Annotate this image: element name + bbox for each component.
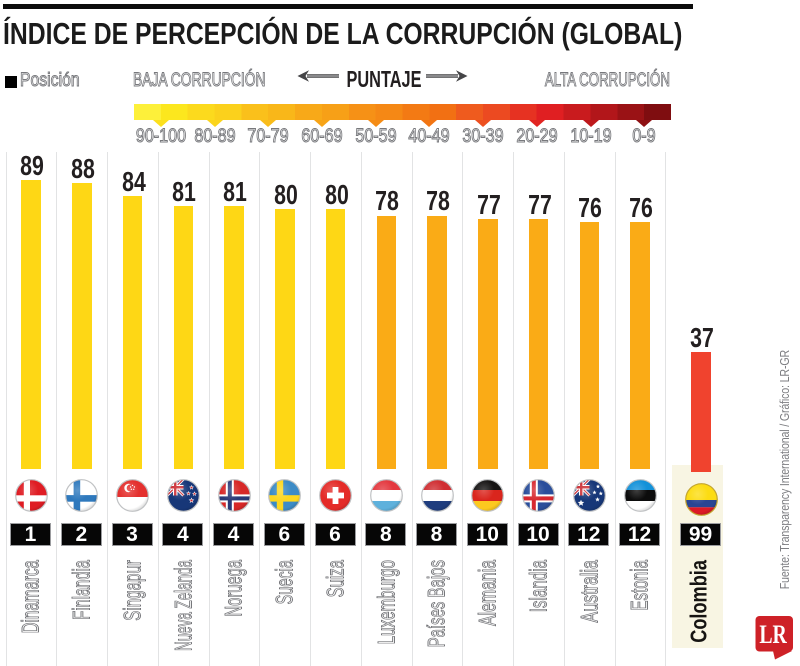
svg-text:Luxemburgo: Luxemburgo	[374, 560, 400, 644]
svg-text:Suiza: Suiza	[323, 559, 349, 597]
svg-text:Noruega: Noruega	[221, 559, 248, 616]
svg-text:Finlandia: Finlandia	[69, 559, 96, 619]
svg-text:Alemania: Alemania	[476, 559, 502, 626]
svg-text:Islandia: Islandia	[526, 559, 552, 612]
svg-text:Colombia: Colombia	[686, 560, 712, 643]
svg-text:LR: LR	[759, 619, 787, 648]
svg-text:Estonia: Estonia	[627, 559, 653, 610]
svg-text:Australia: Australia	[577, 560, 603, 623]
svg-text:Nueva Zelanda: Nueva Zelanda	[170, 560, 197, 651]
svg-text:Países Bajos: Países Bajos	[424, 560, 450, 647]
svg-text:Suecia: Suecia	[272, 559, 299, 604]
svg-text:Dinamarca: Dinamarca	[18, 559, 44, 633]
svg-text:Singapur: Singapur	[120, 560, 146, 621]
